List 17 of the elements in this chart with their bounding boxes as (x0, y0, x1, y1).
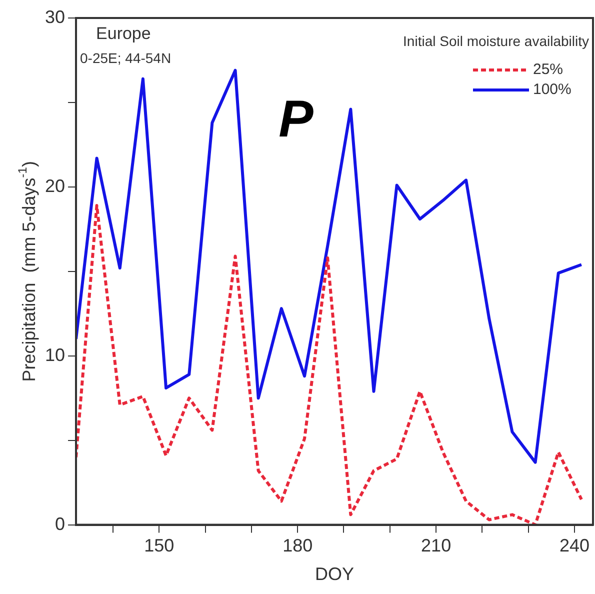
y-tick-label: 10 (44, 344, 66, 365)
x-tick-label: 240 (560, 536, 590, 556)
legend-label: 100% (533, 81, 572, 98)
x-tick-label: 180 (282, 536, 313, 556)
y-tick-label: 30 (44, 6, 66, 27)
annotation: P (278, 90, 314, 148)
x-axis-title: DOY (315, 564, 354, 584)
y-axis-title: Precipitation (mm 5-days-1) (15, 161, 39, 382)
y-tick-label: 20 (44, 176, 66, 196)
line-series (76, 204, 583, 525)
x-tick-label: 150 (144, 536, 174, 556)
x-tick-label: 210 (421, 536, 452, 556)
annotation: Europe (96, 24, 151, 44)
annotation: 0-25E; 44-54N (80, 50, 172, 66)
y-tick-label: 0 (55, 514, 66, 534)
legend-title: Initial Soil moisture availability (403, 32, 589, 49)
legend-label: 25% (533, 61, 564, 78)
